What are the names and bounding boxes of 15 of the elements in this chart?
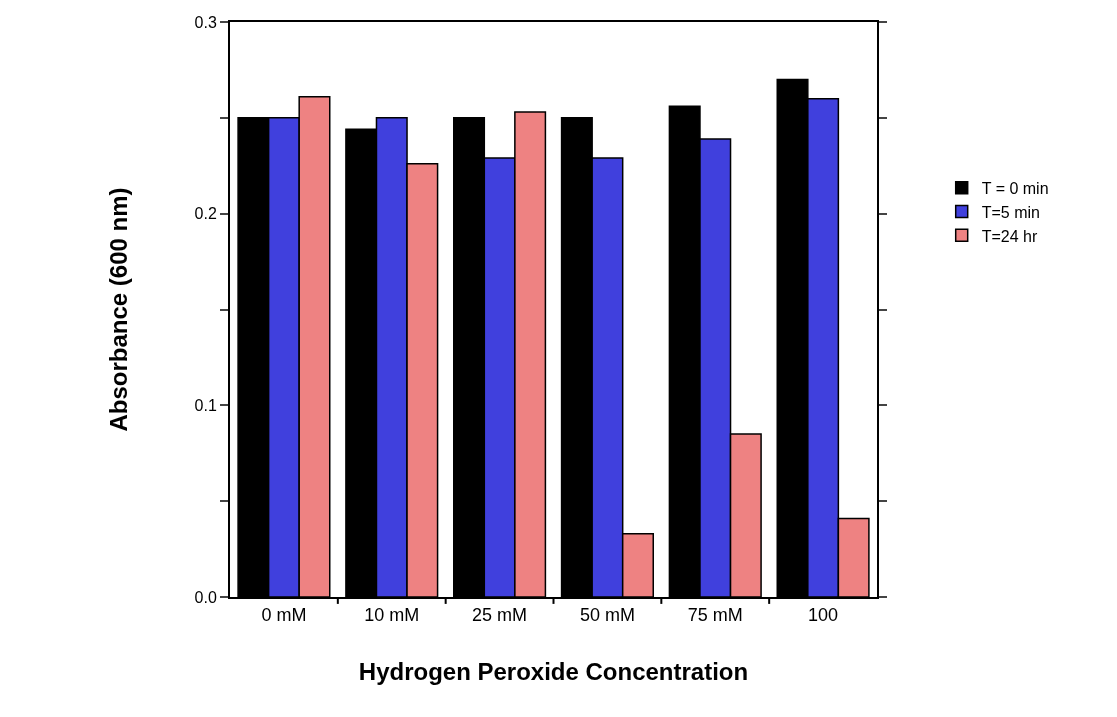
legend-label: T=24 hr xyxy=(981,227,1038,245)
x-tick-label: 75 mM xyxy=(687,604,743,625)
x-axis-title: Hydrogen Peroxide Concentration xyxy=(358,658,749,686)
legend-label: T=5 min xyxy=(981,203,1040,221)
y-tick-label: 0.2 xyxy=(194,205,217,223)
x-tick-label: 100 xyxy=(808,604,839,625)
x-tick-label: 25 mM xyxy=(472,604,528,625)
x-tick-label: 10 mM xyxy=(364,604,420,625)
y-tick-label: 0.0 xyxy=(194,588,217,606)
legend-label: T = 0 min xyxy=(981,179,1049,197)
y-tick-label: 0.1 xyxy=(194,396,217,414)
x-tick-label: 50 mM xyxy=(579,604,635,625)
x-tick-label: 0 mM xyxy=(261,604,307,625)
y-tick-label: 0.3 xyxy=(194,13,217,31)
y-axis-title: Absorbance (600 nm) xyxy=(105,187,133,432)
